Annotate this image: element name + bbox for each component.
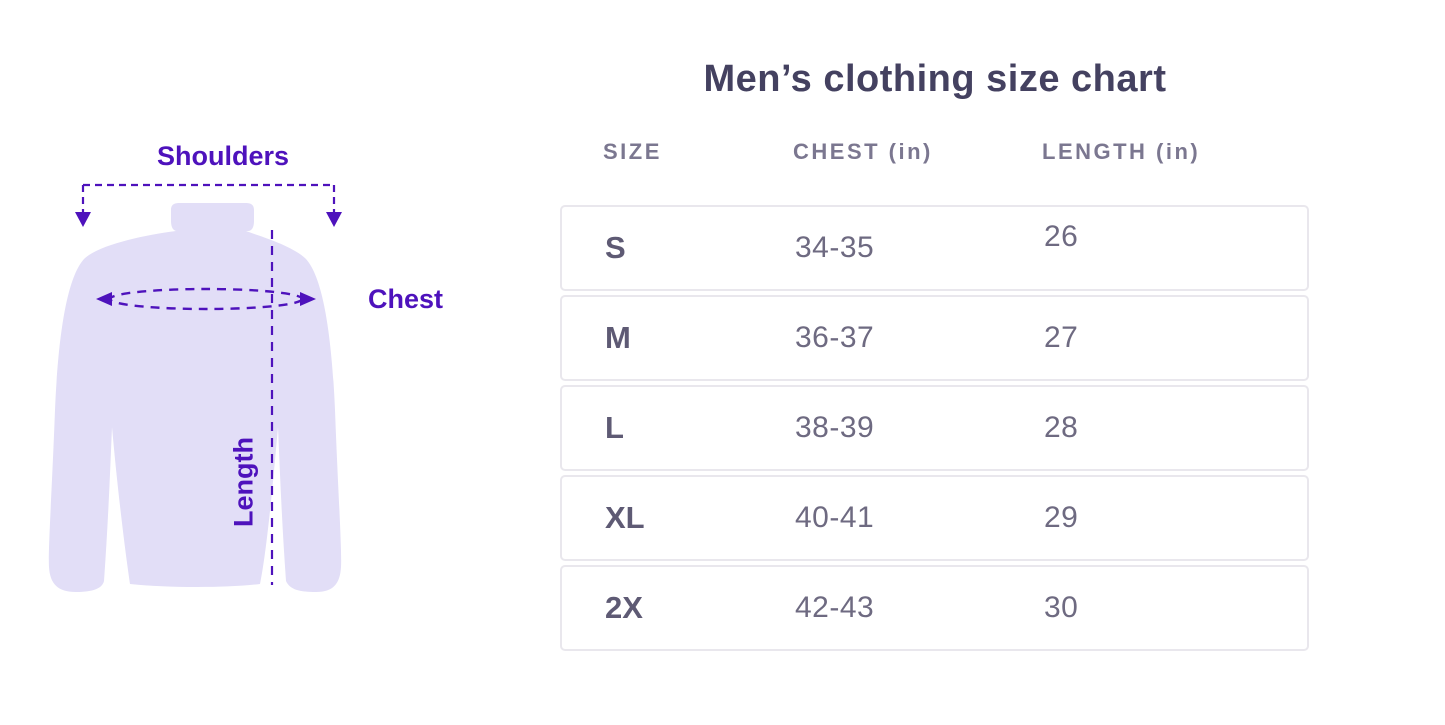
shirt-silhouette-shape [48, 203, 342, 592]
chest-label: Chest [368, 284, 444, 314]
table-body: S 34-35 26 M 36-37 27 L 38-39 28 XL 40-4… [560, 205, 1310, 655]
shoulders-arrowhead-right [326, 212, 342, 227]
length-cell: 26 [1044, 220, 1079, 253]
length-cell: 27 [1044, 321, 1079, 354]
table-row-m: M 36-37 27 [560, 295, 1309, 381]
chest-cell: 38-39 [795, 411, 875, 444]
length-cell: 28 [1044, 411, 1079, 444]
chest-arrowhead-left [96, 292, 112, 306]
column-header-length: LENGTH (in) [1042, 139, 1201, 164]
size-cell: 2X [605, 590, 643, 625]
size-cell: XL [605, 500, 645, 535]
chest-cell: 40-41 [795, 501, 875, 534]
table-row-2x: 2X 42-43 30 [560, 565, 1309, 651]
table-row-l: L 38-39 28 [560, 385, 1309, 471]
chest-cell: 34-35 [795, 231, 875, 264]
page-title: Men’s clothing size chart [703, 58, 1167, 100]
table-row-s: S 34-35 26 [560, 205, 1309, 291]
table-header-row: SIZE CHEST (in) LENGTH (in) [560, 139, 1310, 165]
chest-arrowhead-right [300, 292, 316, 306]
chest-cell: 42-43 [795, 591, 875, 624]
size-cell: L [605, 410, 624, 445]
length-cell: 29 [1044, 501, 1079, 534]
shoulders-label: Shoulders [156, 141, 290, 171]
column-header-size: SIZE [603, 139, 662, 164]
size-cell: S [605, 230, 626, 265]
table-row-xl: XL 40-41 29 [560, 475, 1309, 561]
length-label: Length [228, 437, 259, 527]
size-cell: M [605, 320, 631, 355]
shirt-measurement-diagram: Shoulders Chest Length [0, 0, 520, 725]
length-cell: 30 [1044, 591, 1079, 624]
chest-cell: 36-37 [795, 321, 875, 354]
column-header-chest: CHEST (in) [793, 139, 933, 164]
shirt-illustration [48, 183, 342, 592]
shoulders-arrowhead-left [75, 212, 91, 227]
shoulders-measure-bracket [81, 183, 336, 212]
